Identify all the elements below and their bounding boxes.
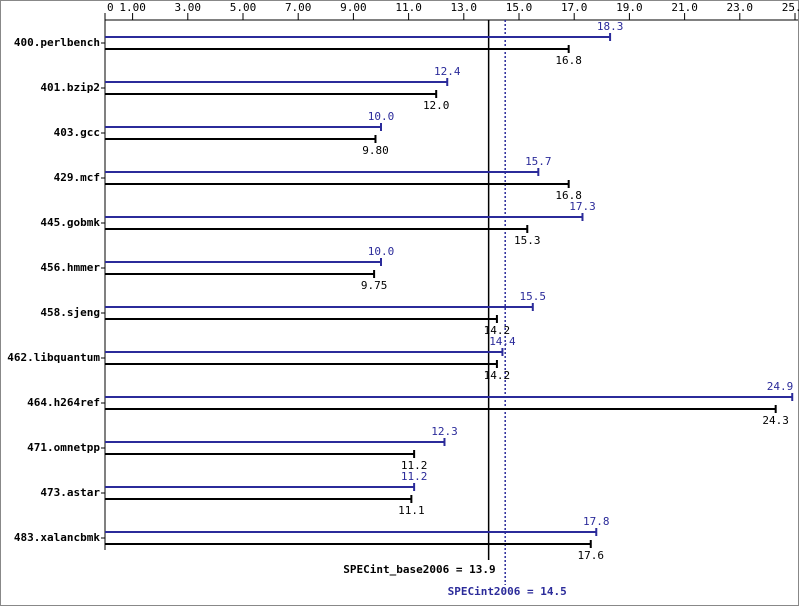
x-tick-label: 9.00: [340, 1, 367, 14]
bar: [105, 528, 598, 536]
value-label: 14.2: [484, 324, 511, 337]
category-label: 471.omnetpp: [27, 441, 100, 454]
bar: [105, 360, 498, 368]
x-tick-label: 11.0: [395, 1, 422, 14]
category-label: 483.xalancbmk: [14, 531, 100, 544]
category-label: 473.astar: [40, 486, 100, 499]
reference-label: SPECint_base2006 = 13.9: [343, 563, 495, 576]
category-label: 458.sjeng: [40, 306, 100, 319]
value-label: 10.0: [368, 245, 395, 258]
value-label: 17.8: [583, 515, 610, 528]
value-label: 18.3: [597, 20, 624, 33]
value-label: 14.2: [484, 369, 511, 382]
reference-label: SPECint2006 = 14.5: [448, 585, 567, 598]
value-label: 12.4: [434, 65, 461, 78]
bar: [105, 123, 382, 131]
bar: [105, 438, 446, 446]
bar: [105, 33, 612, 41]
value-label: 24.9: [767, 380, 794, 393]
x-tick-label: 21.0: [671, 1, 698, 14]
value-label: 11.2: [401, 470, 428, 483]
bar: [105, 393, 794, 401]
bar: [105, 483, 416, 491]
x-tick-label: 5.00: [230, 1, 257, 14]
bar: [105, 45, 570, 53]
x-tick-label: 19.0: [616, 1, 643, 14]
bar: [105, 180, 570, 188]
value-label: 15.3: [514, 234, 541, 247]
value-label: 16.8: [555, 54, 582, 67]
value-label: 11.1: [398, 504, 425, 517]
category-label: 462.libquantum: [7, 351, 100, 364]
bar: [105, 348, 504, 356]
x-tick-label: 1.00: [119, 1, 146, 14]
value-label: 17.6: [578, 549, 605, 562]
bar: [105, 303, 534, 311]
bar: [105, 258, 382, 266]
value-label: 12.3: [431, 425, 458, 438]
category-label: 429.mcf: [54, 171, 100, 184]
bar: [105, 213, 584, 221]
value-label: 16.8: [555, 189, 582, 202]
x-tick-label: 0: [107, 1, 114, 14]
value-label: 9.75: [361, 279, 388, 292]
bar: [105, 168, 540, 176]
bar: [105, 405, 777, 413]
x-tick-label: 13.0: [451, 1, 478, 14]
bar: [105, 450, 416, 458]
category-label: 401.bzip2: [40, 81, 100, 94]
bar: [105, 495, 413, 503]
x-tick-label: 23.0: [727, 1, 754, 14]
value-label: 17.3: [569, 200, 596, 213]
value-label: 9.80: [362, 144, 389, 157]
x-tick-label: 15.0: [506, 1, 533, 14]
value-label: 11.2: [401, 459, 428, 472]
bar: [105, 90, 438, 98]
value-label: 24.3: [762, 414, 789, 427]
bar: [105, 135, 377, 143]
x-tick-label: 17.0: [561, 1, 588, 14]
bar: [105, 270, 376, 278]
value-label: 15.5: [520, 290, 547, 303]
bar: [105, 78, 449, 86]
bar: [105, 315, 498, 323]
x-tick-label: 25.0: [782, 1, 799, 14]
value-label: 12.0: [423, 99, 450, 112]
category-label: 464.h264ref: [27, 396, 100, 409]
category-label: 400.perlbench: [14, 36, 100, 49]
category-label: 445.gobmk: [40, 216, 100, 229]
x-tick-label: 3.00: [175, 1, 202, 14]
value-label: 15.7: [525, 155, 552, 168]
value-label: 10.0: [368, 110, 395, 123]
category-label: 456.hmmer: [40, 261, 100, 274]
category-label: 403.gcc: [54, 126, 100, 139]
bar: [105, 540, 592, 548]
x-tick-label: 7.00: [285, 1, 312, 14]
bar: [105, 225, 529, 233]
value-label: 14.4: [489, 335, 516, 348]
